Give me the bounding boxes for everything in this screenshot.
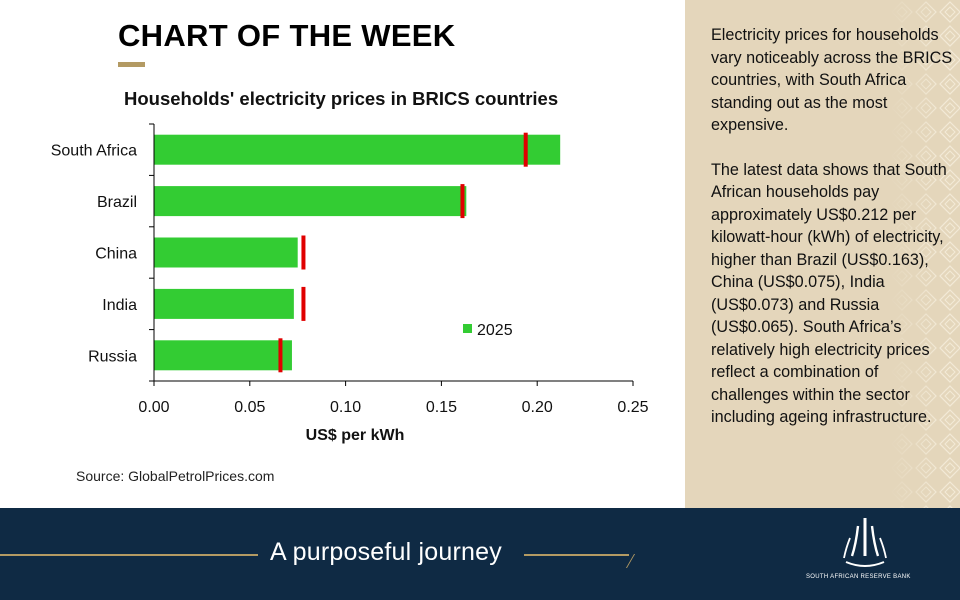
marker-brazil: [460, 184, 465, 219]
commentary-paragraph-1: Electricity prices for households vary n…: [711, 26, 953, 134]
x-tick-label: 0.10: [330, 399, 361, 416]
x-tick-label: 0.15: [426, 399, 457, 416]
legend-swatch: [463, 324, 472, 333]
logo-wordmark: SOUTH AFRICAN RESERVE BANK: [806, 574, 911, 580]
tagline-rule-right: [524, 554, 629, 556]
x-axis-title: US$ per kWh: [306, 427, 405, 444]
bars-group: [154, 134, 561, 371]
ticks-group: [149, 123, 634, 386]
commentary-panel: Electricity prices for households vary n…: [685, 0, 960, 508]
bar-russia: [154, 340, 292, 371]
page-title: CHART OF THE WEEK: [118, 18, 456, 53]
category-label: Brazil: [97, 194, 137, 211]
category-labels-group: South Africa Brazil China India Russia: [51, 143, 137, 366]
category-label: India: [102, 297, 137, 314]
chart-title: Households' electricity prices in BRICS …: [124, 88, 559, 109]
x-tick-label: 0.20: [522, 399, 553, 416]
commentary-text: Electricity prices for households vary n…: [711, 24, 953, 451]
tagline-rule-left: [0, 554, 258, 556]
x-tick-label: 0.25: [617, 399, 648, 416]
footer-banner: A purposeful journey SOUTH AFRICAN RESER…: [0, 508, 960, 600]
legend-label: 2025: [477, 322, 513, 339]
commentary-paragraph-2: The latest data shows that South African…: [711, 160, 947, 427]
tagline-rule-hook: [615, 554, 636, 568]
tagline: A purposeful journey: [270, 538, 502, 566]
title-underline: [118, 62, 145, 67]
legend: 2025: [463, 322, 513, 339]
x-tick-label: 0.00: [138, 399, 169, 416]
marker-south-africa: [523, 132, 528, 167]
bar-china: [154, 237, 298, 268]
x-tick-labels-group: 0.00 0.05 0.10 0.15 0.20 0.25: [138, 399, 648, 416]
source-note: Source: GlobalPetrolPrices.com: [76, 468, 275, 484]
marker-china: [301, 235, 306, 270]
category-label: South Africa: [51, 143, 137, 160]
marker-russia: [278, 338, 283, 373]
markers-group: [278, 132, 528, 373]
bar-south-africa: [154, 134, 561, 165]
marker-india: [301, 286, 306, 321]
category-label: Russia: [88, 348, 137, 365]
bar-india: [154, 288, 294, 319]
reserve-bank-logo-icon[interactable]: [840, 516, 890, 574]
bar-brazil: [154, 186, 467, 217]
category-label: China: [95, 246, 137, 263]
decorative-pattern: [890, 0, 960, 508]
x-tick-label: 0.05: [234, 399, 265, 416]
